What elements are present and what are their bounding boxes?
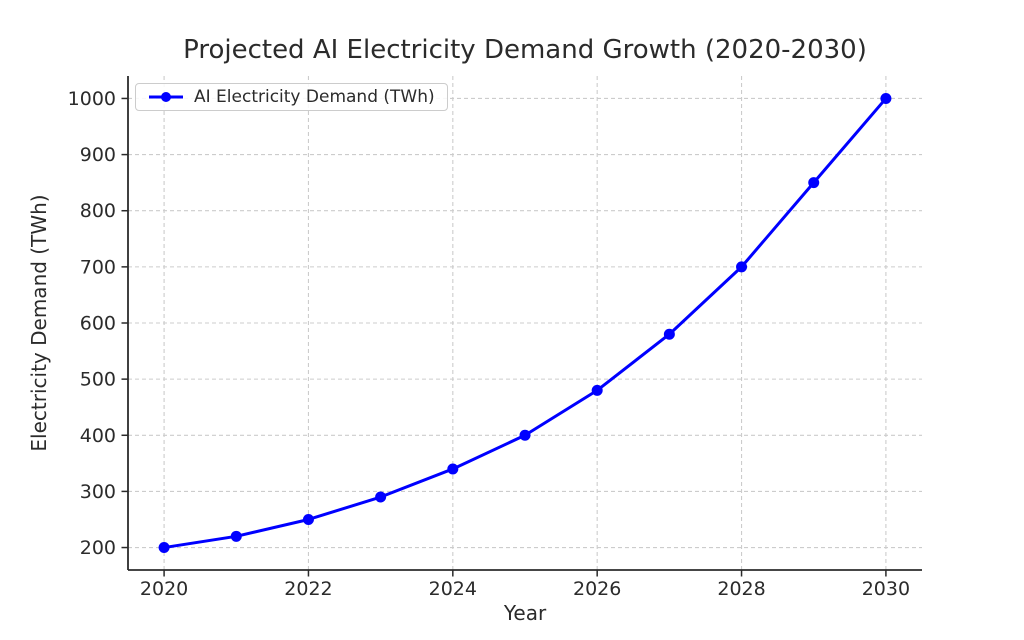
data-point-marker [880, 92, 892, 104]
y-tick-label: 700 [80, 256, 116, 278]
plot-area: 200 300 400 500 600 700 800 900 1000 2020 2022 2024… [68, 76, 922, 600]
data-point-marker [663, 328, 675, 340]
x-tick-label: 2024 [429, 578, 477, 600]
data-point-marker [736, 261, 748, 273]
x-tick-label: 2022 [284, 578, 332, 600]
data-point-marker [230, 530, 242, 542]
data-point-marker [158, 542, 170, 554]
y-tick-label: 200 [80, 537, 116, 559]
chart-title: Projected AI Electricity Demand Growth (… [183, 35, 867, 65]
data-line [162, 96, 888, 550]
x-tick-label: 2026 [573, 578, 621, 600]
legend-line-marker-icon [149, 92, 183, 102]
y-tick-label: 1000 [68, 88, 116, 110]
x-tick-label: 2020 [140, 578, 188, 600]
data-point-marker [591, 384, 603, 396]
x-axis-label: Year [503, 601, 547, 625]
y-tick-label: 400 [80, 425, 116, 447]
y-tick-label: 800 [80, 200, 116, 222]
legend: AI Electricity Demand (TWh) [135, 83, 448, 111]
x-tick-label: 2028 [717, 578, 765, 600]
y-tick-label: 600 [80, 313, 116, 335]
y-tick-label: 500 [80, 369, 116, 391]
data-point-marker [447, 463, 459, 475]
data-point-marker [808, 177, 820, 189]
y-axis-label: Electricity Demand (TWh) [27, 194, 51, 451]
legend-label: AI Electricity Demand (TWh) [194, 87, 435, 107]
x-tick-label: 2030 [862, 578, 910, 600]
data-point-marker [375, 491, 387, 503]
y-tick-label: 900 [80, 144, 116, 166]
data-point-marker [302, 513, 314, 525]
y-tick-label: 300 [80, 481, 116, 503]
data-point-marker [519, 429, 531, 441]
